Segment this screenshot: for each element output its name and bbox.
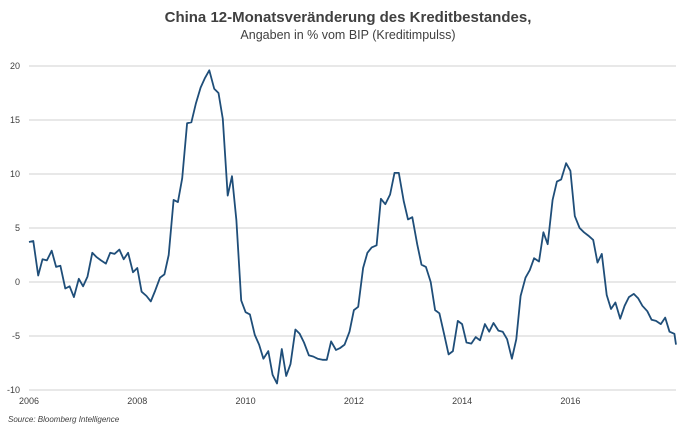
x-tick-label: 2006 (19, 396, 39, 406)
y-tick-label: 10 (10, 169, 20, 179)
x-axis-ticks: 2006 2008 2010 2012 2014 2016 (19, 396, 580, 406)
x-tick-label: 2010 (236, 396, 256, 406)
y-tick-label: 0 (15, 277, 20, 287)
chart-subtitle: Angaben in % vom BIP (Kreditimpulss) (240, 28, 456, 42)
y-tick-label: -10 (7, 385, 20, 395)
series-group (28, 69, 677, 385)
chart-title: China 12-Monatsveränderung des Kreditbes… (164, 9, 532, 26)
x-tick-label: 2012 (344, 396, 364, 406)
gridlines (29, 65, 676, 391)
y-tick-label: 20 (10, 61, 20, 71)
y-tick-label: 5 (15, 223, 20, 233)
source-note: Source: Bloomberg Intelligence (8, 415, 120, 424)
y-tick-label: -5 (12, 331, 20, 341)
x-tick-label: 2016 (560, 396, 580, 406)
series-line-0 (28, 69, 677, 385)
y-tick-label: 15 (10, 115, 20, 125)
x-tick-label: 2014 (452, 396, 472, 406)
x-tick-label: 2008 (127, 396, 147, 406)
y-axis-ticks: 20 15 10 5 0 -5 -10 (7, 61, 20, 395)
